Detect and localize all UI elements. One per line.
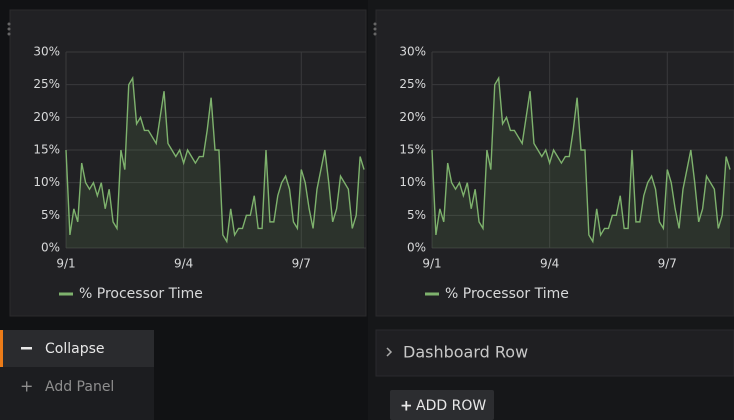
line bbox=[65, 75, 365, 244]
x-tick-label: 9/1 bbox=[56, 257, 75, 271]
x-tick-label: 9/4 bbox=[540, 257, 559, 271]
x-tick-label: 9/7 bbox=[658, 257, 677, 271]
row-title[interactable]: Dashboard Row bbox=[403, 343, 528, 362]
chevron bbox=[386, 347, 393, 357]
legend-label: % Processor Time bbox=[79, 286, 203, 302]
y-tick-label: 20% bbox=[399, 110, 426, 124]
add-row-button[interactable] bbox=[390, 390, 494, 420]
menu-bg bbox=[0, 367, 154, 420]
line bbox=[431, 75, 731, 244]
y-tick-label: 0% bbox=[41, 241, 60, 255]
legend-swatch bbox=[425, 292, 439, 296]
y-tick-label: 25% bbox=[33, 77, 60, 91]
chart: 0% 5% 10% 15% 20% 25% 30% 9/1 9/4 9/7 % Processor … bbox=[33, 45, 366, 302]
panel bbox=[375, 9, 734, 317]
y-tick-label: 30% bbox=[399, 45, 426, 59]
y-tick-label: 0% bbox=[407, 241, 426, 255]
y-tick-label: 10% bbox=[33, 175, 60, 189]
y-tick-label: 30% bbox=[33, 45, 60, 59]
drag-handle[interactable] bbox=[7, 22, 11, 36]
x-tick-label: 9/7 bbox=[292, 257, 311, 271]
y-tick-label: 20% bbox=[33, 110, 60, 124]
plus-icon: + bbox=[400, 397, 413, 415]
area bbox=[432, 78, 731, 248]
y-tick-label: 15% bbox=[33, 143, 60, 157]
y-tick-label: 5% bbox=[41, 208, 60, 222]
row-header[interactable] bbox=[375, 329, 734, 377]
button-label[interactable]: ADD ROW bbox=[416, 398, 486, 414]
y-tick-label: 15% bbox=[399, 143, 426, 157]
plus-icon: + bbox=[20, 377, 33, 396]
legend-label: % Processor Time bbox=[445, 286, 569, 302]
legend-swatch bbox=[59, 292, 73, 296]
menu-item[interactable]: Collapse bbox=[45, 341, 105, 357]
x-tick-label: 9/4 bbox=[174, 257, 193, 271]
chart: 0% 5% 10% 15% 20% 25% 30% 9/1 9/4 9/7 % Processor … bbox=[399, 45, 734, 302]
minus-icon bbox=[21, 347, 32, 350]
area bbox=[66, 78, 365, 248]
panel bbox=[9, 9, 367, 317]
drag-handle[interactable] bbox=[373, 22, 377, 36]
menu-item[interactable]: Add Panel bbox=[45, 379, 114, 395]
y-tick-label: 25% bbox=[399, 77, 426, 91]
menu-active-bar bbox=[0, 330, 3, 367]
y-tick-label: 5% bbox=[407, 208, 426, 222]
x-tick-label: 9/1 bbox=[422, 257, 441, 271]
y-tick-label: 10% bbox=[399, 175, 426, 189]
